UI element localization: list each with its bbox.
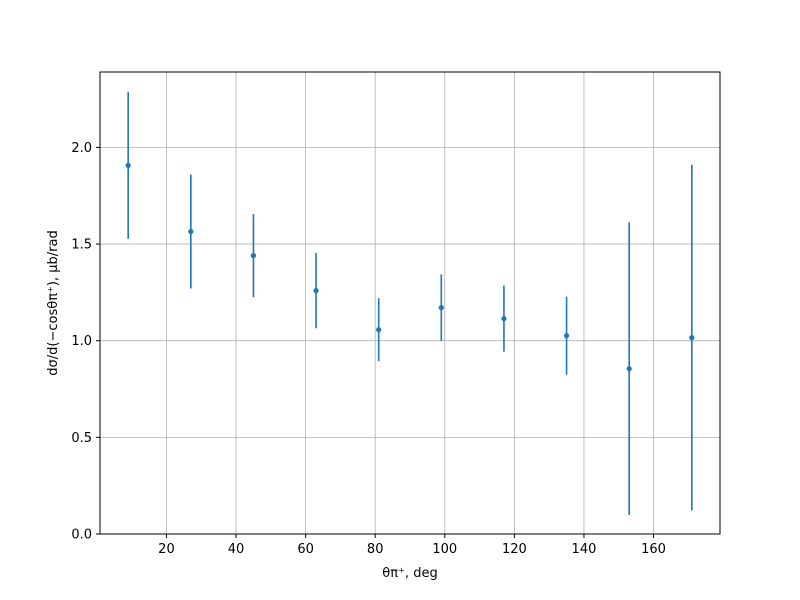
y-axis-label: dσ/d(−cosθπ⁺), μb/rad — [46, 230, 61, 375]
x-axis-label: θπ⁺, deg — [382, 566, 437, 581]
y-tick-label: 1.5 — [71, 238, 92, 253]
plot-area — [100, 72, 720, 535]
x-tick-label: 160 — [641, 542, 666, 557]
y-tick-label: 1.0 — [71, 334, 92, 349]
x-tick-label: 60 — [297, 542, 314, 557]
y-tick-label: 2.0 — [71, 141, 92, 156]
x-tick-label: 120 — [502, 542, 527, 557]
data-point — [250, 253, 257, 259]
data-point — [188, 228, 194, 235]
data-point — [689, 335, 695, 341]
y-tick-label: 0.5 — [71, 431, 92, 446]
y-tick-label: 0.0 — [71, 528, 92, 543]
data-point — [125, 162, 131, 168]
data-point — [313, 288, 319, 294]
axes-frame — [99, 71, 721, 535]
data-point — [626, 366, 632, 372]
data-point — [376, 327, 382, 333]
data-point — [563, 333, 570, 339]
x-tick-label: 40 — [228, 542, 245, 557]
data-point — [438, 305, 444, 311]
x-tick-label: 100 — [432, 542, 457, 557]
data-point — [501, 316, 507, 322]
x-tick-label: 20 — [158, 542, 175, 557]
x-tick-label: 80 — [367, 542, 384, 557]
x-tick-label: 140 — [572, 542, 597, 557]
